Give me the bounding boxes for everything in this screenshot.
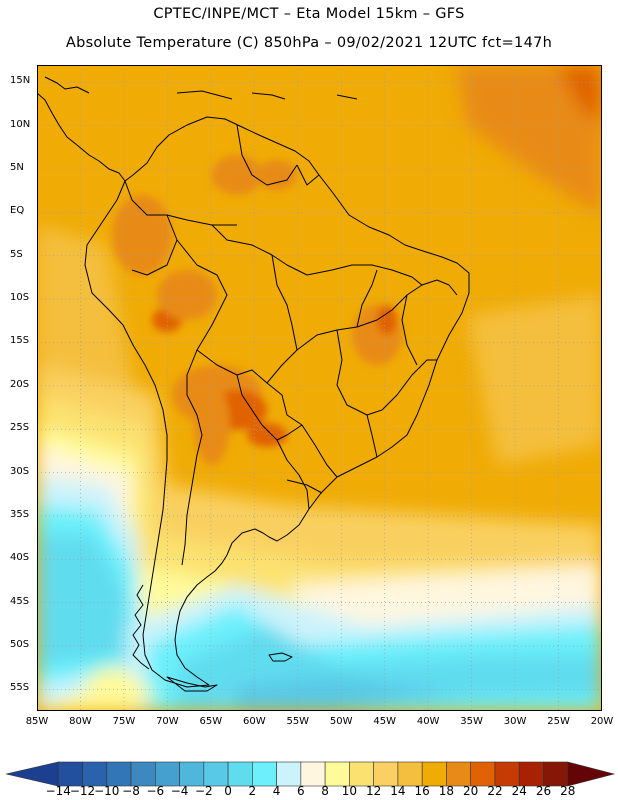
colorbar-swatch: [227, 761, 253, 787]
colorbar-tick-label: 10: [341, 784, 358, 798]
lon-label: 30W: [503, 716, 527, 727]
colorbar-swatch: [518, 761, 544, 787]
lon-label: 65W: [199, 716, 223, 727]
title-line-1: CPTEC/INPE/MCT – Eta Model 15km – GFS: [153, 6, 465, 22]
colorbar-tick-label: −2: [194, 784, 213, 798]
title-line-2: Absolute Temperature (C) 850hPa – 09/02/…: [65, 35, 553, 51]
colorbar-tick-label: −8: [122, 784, 140, 798]
colorbar-tick-label: −12: [69, 784, 96, 798]
lon-label: 35W: [460, 716, 483, 727]
lon-label: 70W: [156, 716, 179, 727]
colorbar-swatch: [373, 761, 399, 787]
lat-label: 5S: [10, 248, 23, 260]
colorbar-swatch: [494, 761, 520, 787]
colorbar-swatch: [5, 761, 59, 787]
colorbar-tick-label: 0: [224, 784, 232, 798]
colorbar-tick-label: 28: [560, 784, 576, 798]
colorbar-tick-label: 8: [321, 784, 329, 798]
lon-label: 50W: [329, 716, 353, 727]
colorbar-swatch: [179, 761, 205, 787]
lat-label: 10N: [10, 118, 31, 130]
colorbar-tick-label: 24: [511, 784, 527, 798]
colorbar-swatch: [57, 761, 83, 787]
colorbar-tick-label: 16: [414, 784, 430, 798]
colorbar-tick-label: 20: [463, 784, 479, 798]
colorbar-tick-label: 2: [248, 784, 257, 798]
colorbar: [5, 761, 616, 787]
colorbar-tick-label: 12: [366, 784, 382, 798]
lat-label: 45S: [10, 595, 30, 607]
colorbar-tick-label: −10: [94, 784, 120, 798]
colorbar-tick-label: −4: [170, 784, 189, 798]
colorbar-swatch: [106, 761, 132, 787]
colorbar-tick-label: −6: [146, 784, 165, 798]
lat-label: 10S: [10, 292, 30, 304]
lat-label: 40S: [10, 552, 30, 564]
lat-label: 5N: [10, 162, 24, 174]
lon-label: 20W: [590, 716, 614, 727]
lat-label: EQ: [10, 205, 25, 217]
colorbar-tick-label: 14: [390, 784, 406, 798]
colorbar-tick-label: −14: [45, 784, 71, 798]
lat-label: 55S: [10, 682, 30, 694]
lon-label: 60W: [242, 716, 266, 727]
colorbar-swatch: [324, 761, 350, 787]
lat-label: 15S: [10, 335, 30, 347]
lon-label: 55W: [286, 716, 310, 727]
colorbar-tick-label: 4: [272, 784, 281, 798]
colorbar-swatch: [446, 761, 471, 787]
colorbar-tick-label: 22: [487, 784, 503, 798]
colorbar-tick-label: 18: [438, 784, 455, 798]
colorbar-swatch: [155, 761, 180, 787]
colorbar-swatch: [252, 761, 277, 787]
colorbar-swatch: [421, 761, 447, 787]
lat-label: 50S: [10, 638, 30, 650]
lon-label: 85W: [25, 716, 49, 727]
lat-label: 25S: [10, 422, 30, 434]
colorbar-swatch: [543, 761, 569, 787]
lon-label: 75W: [112, 716, 136, 727]
lat-label: 15N: [10, 75, 31, 87]
lat-label: 20S: [10, 378, 30, 390]
temperature-shading: [37, 65, 602, 711]
colorbar-swatch: [300, 761, 326, 787]
colorbar-tick-label: 26: [535, 784, 552, 798]
lat-label: 35S: [10, 508, 30, 520]
colorbar-swatch: [130, 761, 156, 787]
colorbar-swatch: [397, 761, 423, 787]
coastline-and-borders: [37, 76, 470, 692]
colorbar-swatch: [82, 761, 108, 787]
colorbar-swatch: [349, 761, 374, 787]
colorbar-tick-label: 6: [297, 784, 305, 798]
lon-label: 25W: [547, 716, 570, 727]
colorbar-swatch: [567, 761, 616, 787]
lon-label: 80W: [69, 716, 92, 727]
colorbar-swatch: [470, 761, 496, 787]
temperature-map: [37, 65, 602, 711]
colorbar-swatch: [203, 761, 229, 787]
lat-label: 30S: [10, 465, 30, 477]
lon-label: 45W: [373, 716, 396, 727]
colorbar-swatch: [276, 761, 302, 787]
lon-label: 40W: [416, 716, 440, 727]
